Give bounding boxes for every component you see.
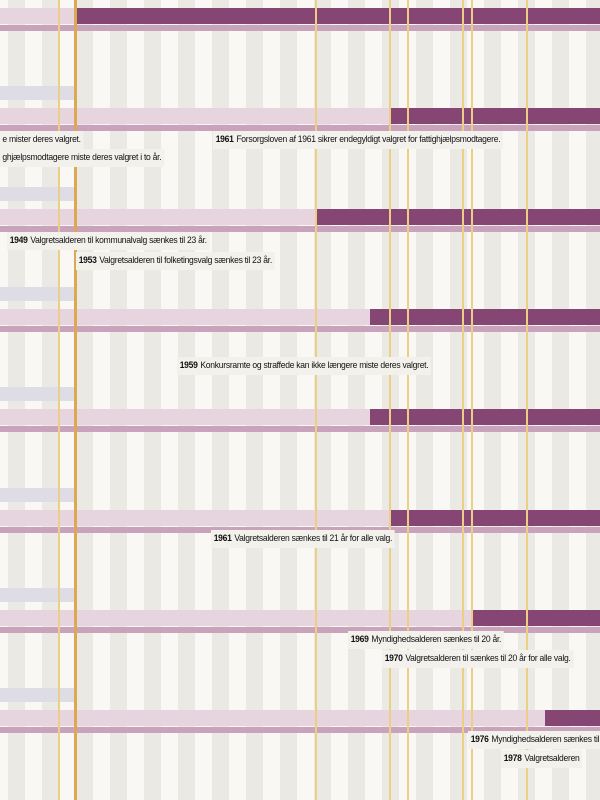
track-inactive-bar <box>0 610 471 626</box>
track-active-underline <box>370 426 600 432</box>
track-active-bar <box>315 209 600 225</box>
track-active-underline <box>76 25 600 31</box>
event-label: e mister deres valgret. <box>0 131 84 149</box>
event-label: 1961 Forsorgsloven af 1961 sikrer endegyl… <box>213 131 503 149</box>
track-inactive-bar <box>0 108 389 124</box>
year-line <box>462 0 464 800</box>
event-label: 1970 Valgretsalderen til sænkes til 20 år… <box>382 650 574 668</box>
column-stripe <box>178 0 195 800</box>
track-inactive-underline <box>0 727 545 733</box>
year-line <box>526 0 528 800</box>
year-line <box>315 0 317 800</box>
track-inactive-bar <box>0 8 76 24</box>
year-line <box>471 0 473 800</box>
event-label: ghjælpsmodtagere miste deres valgret i t… <box>0 149 165 167</box>
track-inactive-underline <box>0 25 76 31</box>
track-active-underline <box>389 125 600 131</box>
track-active-bar <box>370 409 600 425</box>
track-active-bar <box>389 108 600 124</box>
year-line <box>407 0 409 800</box>
event-label: 1978 Valgretsalderen <box>501 750 583 768</box>
track-inactive-bar <box>0 409 370 425</box>
track-inactive-bar <box>0 510 389 526</box>
track-inactive-bar <box>0 710 545 726</box>
track-active-underline <box>545 727 600 733</box>
track-inactive-underline <box>0 527 389 533</box>
track-active-bar <box>545 710 600 726</box>
track-muted-band <box>0 187 76 201</box>
event-label: 1976 Myndighedsalderen sænkes til 1 <box>468 731 600 749</box>
track-inactive-underline <box>0 226 315 232</box>
event-label: 1953 Valgretsalderen til folketingsvalg s… <box>76 252 275 270</box>
track-active-bar <box>370 309 600 325</box>
year-line-major <box>74 0 77 800</box>
track-muted-band <box>0 588 76 602</box>
column-stripe <box>314 0 331 800</box>
track-muted-band <box>0 488 76 502</box>
track-inactive-underline <box>0 426 370 432</box>
column-stripe <box>348 0 365 800</box>
track-active-underline <box>315 226 600 232</box>
track-inactive-bar <box>0 309 370 325</box>
track-inactive-underline <box>0 125 389 131</box>
track-muted-band <box>0 688 76 702</box>
column-stripe <box>246 0 263 800</box>
column-stripe <box>212 0 229 800</box>
column-stripe <box>382 0 399 800</box>
track-active-underline <box>370 326 600 332</box>
column-stripe <box>484 0 501 800</box>
track-inactive-bar <box>0 209 315 225</box>
track-active-bar <box>389 510 600 526</box>
event-label: 1959 Konkursramte og straffede kan ikke l… <box>177 357 432 375</box>
track-active-underline <box>389 527 600 533</box>
column-stripe <box>552 0 569 800</box>
column-stripe <box>144 0 161 800</box>
column-stripe <box>416 0 433 800</box>
event-label: 1969 Myndighedsalderen sænkes til 20 år. <box>348 631 504 649</box>
track-active-underline <box>471 627 600 633</box>
track-muted-band <box>0 287 76 301</box>
event-label: 1961 Valgretsalderen sænkes til 21 år for… <box>211 530 395 548</box>
track-muted-band <box>0 387 76 401</box>
column-stripe <box>76 0 93 800</box>
year-line <box>58 0 60 800</box>
track-inactive-underline <box>0 326 370 332</box>
track-active-bar <box>76 8 600 24</box>
year-line <box>389 0 391 800</box>
track-inactive-underline <box>0 627 471 633</box>
event-label: 1949 Valgretsalderen til kommunalvalg sæn… <box>7 232 210 250</box>
track-active-bar <box>471 610 600 626</box>
column-stripe <box>586 0 600 800</box>
column-stripe <box>110 0 127 800</box>
track-muted-band <box>0 86 76 100</box>
column-stripe <box>280 0 297 800</box>
